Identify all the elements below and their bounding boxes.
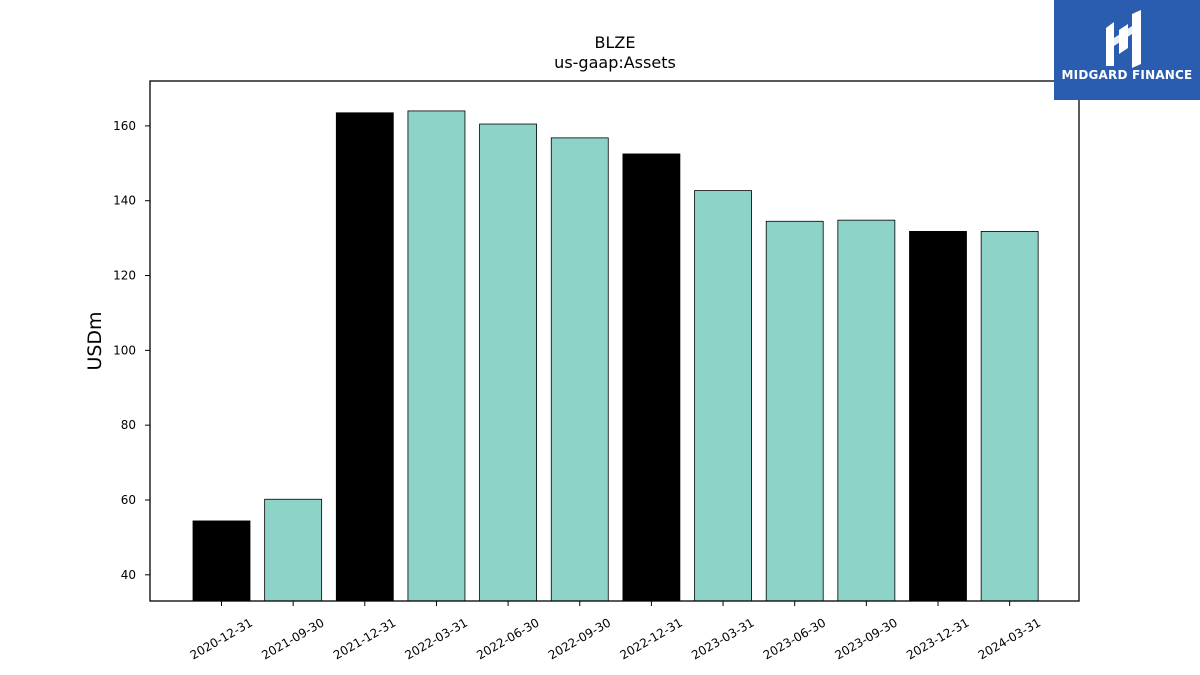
- bar-2020-12-31: [192, 520, 251, 602]
- x-tick-label: 2021-09-30: [259, 615, 326, 662]
- bar-2021-09-30: [264, 498, 323, 602]
- bar-2021-12-31: [335, 112, 394, 602]
- chart-title: BLZE: [595, 33, 636, 52]
- bar-2023-09-30: [837, 219, 896, 602]
- plot-frame: [149, 80, 1080, 602]
- x-tick-label: 2023-03-31: [689, 615, 756, 662]
- x-tick-label: 2024-03-31: [976, 615, 1043, 662]
- bar-2023-03-31: [694, 190, 752, 602]
- x-tick-label: 2021-12-31: [331, 615, 398, 662]
- brand-logo: MIDGARD FINANCE: [1054, 0, 1200, 100]
- y-tick-label: 100: [113, 343, 136, 357]
- bars-layer: [192, 110, 1039, 602]
- x-tick-label: 2022-03-31: [403, 615, 470, 662]
- y-tick-label: 80: [121, 418, 136, 432]
- bar-2022-09-30: [550, 137, 609, 602]
- bar-2022-12-31: [622, 153, 681, 602]
- x-tick-label: 2022-12-31: [617, 615, 684, 662]
- x-tick-label: 2023-12-31: [904, 615, 971, 662]
- y-tick-label: 40: [121, 568, 136, 582]
- bar-2022-03-31: [407, 110, 466, 602]
- y-tick-label: 160: [113, 119, 136, 133]
- x-tick-label: 2022-06-30: [474, 615, 541, 662]
- chart-subtitle: us-gaap:Assets: [554, 53, 676, 72]
- bar-2022-06-30: [479, 123, 538, 602]
- y-axis-label: USDm: [84, 311, 106, 370]
- x-tick-label: 2023-06-30: [761, 615, 828, 662]
- y-tick-label: 60: [121, 493, 136, 507]
- y-tick-label: 120: [113, 269, 136, 283]
- y-tick-label: 140: [113, 194, 136, 208]
- brand-name: MIDGARD FINANCE: [1061, 68, 1193, 82]
- x-tick-label: 2023-09-30: [832, 615, 899, 662]
- bar-2023-06-30: [765, 220, 824, 602]
- bar-2023-12-31: [909, 230, 967, 602]
- midgard-logo-icon: [1106, 10, 1141, 68]
- x-tick-label: 2022-09-30: [546, 615, 613, 662]
- bar-2024-03-31: [980, 230, 1039, 602]
- x-tick-label: 2020-12-31: [188, 615, 255, 662]
